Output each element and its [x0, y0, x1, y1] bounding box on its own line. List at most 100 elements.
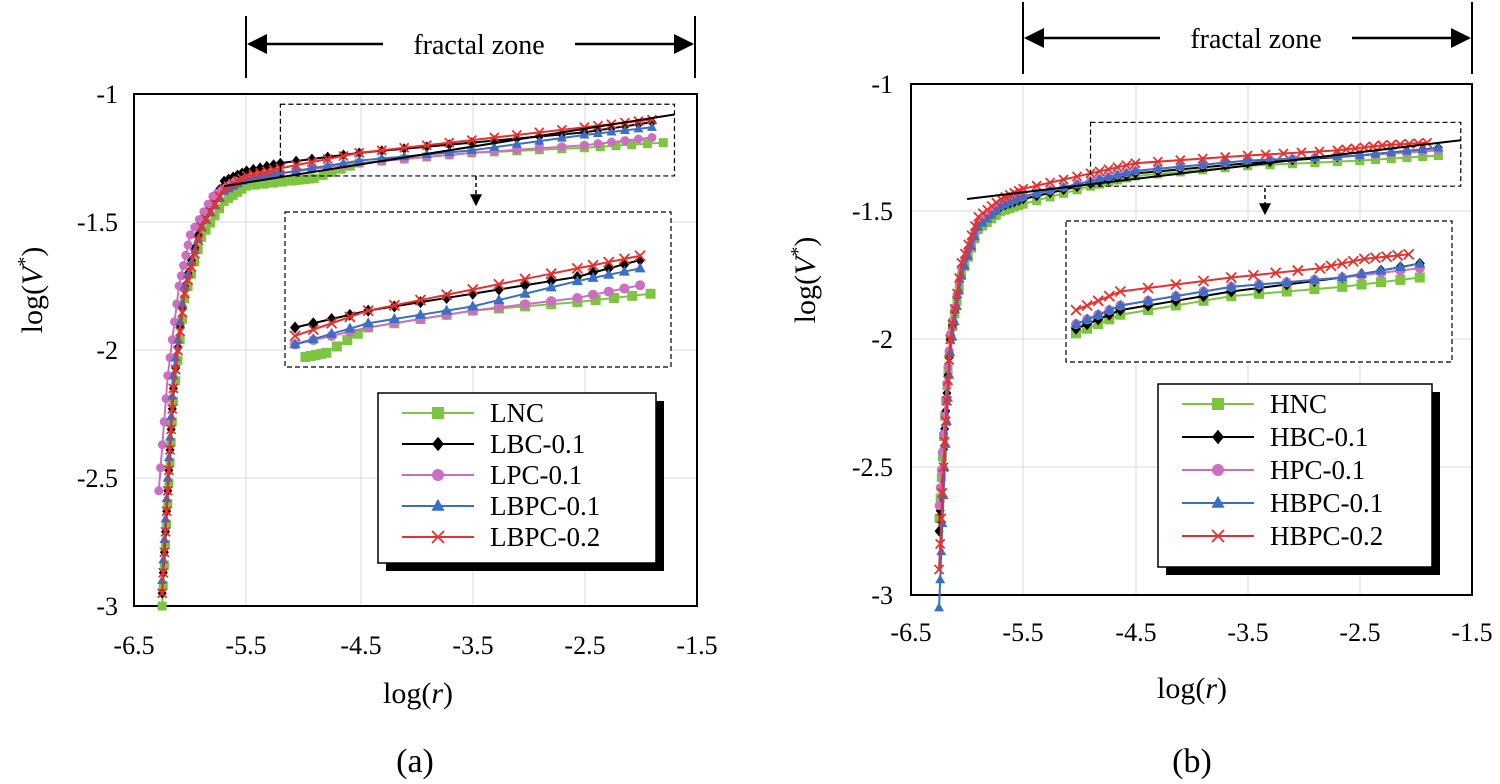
- panel-a-x-axis-label: log(r): [383, 677, 453, 710]
- inset-data-point: [1292, 264, 1304, 277]
- data-point: [376, 145, 387, 156]
- data-point: [168, 383, 179, 394]
- data-point: [168, 370, 179, 380]
- data-point: [323, 151, 333, 163]
- inset-data-point: [1081, 313, 1093, 324]
- data-point: [534, 143, 544, 153]
- data-point: [949, 303, 960, 314]
- data-point: [242, 181, 252, 191]
- panel-b-ytick: -1: [871, 70, 893, 99]
- data-point: [179, 288, 190, 299]
- data-point: [354, 147, 365, 159]
- panel-a-xtick: -3.5: [452, 631, 493, 660]
- inset-data-point: [414, 308, 426, 319]
- inset-data-point: [618, 253, 631, 265]
- legend-entry: HBPC-0.2: [1182, 521, 1383, 551]
- data-point: [189, 248, 200, 259]
- data-point: [1094, 173, 1105, 183]
- inset-data-point: [1170, 290, 1182, 301]
- inset-data-point: [1270, 267, 1282, 279]
- inset-data-point: [362, 304, 374, 317]
- panel-a-plot-frame: [133, 93, 698, 607]
- data-point: [233, 187, 243, 197]
- legend-label: LPC-0.1: [490, 460, 582, 490]
- legend-marker: [432, 407, 444, 419]
- data-point: [309, 173, 319, 183]
- inset-data-point: [545, 268, 557, 280]
- data-point: [556, 132, 567, 142]
- data-point: [1278, 148, 1289, 159]
- data-point: [336, 164, 346, 174]
- legend-entry: HBPC-0.1: [1182, 488, 1383, 518]
- legend-label: LBC-0.1: [490, 429, 585, 459]
- legend-entry: LPC-0.1: [402, 460, 582, 490]
- inset-data-point: [618, 265, 630, 276]
- inset-data-point: [1403, 248, 1415, 260]
- data-point: [938, 462, 949, 473]
- legend-label: HNC: [1270, 389, 1327, 419]
- inset-data-point: [608, 292, 619, 303]
- data-point: [1371, 155, 1381, 165]
- data-point: [157, 588, 168, 599]
- inset-data-point: [1380, 250, 1393, 263]
- data-point: [166, 424, 177, 435]
- data-point: [966, 230, 977, 241]
- data-point: [1031, 180, 1042, 191]
- inset-data-point: [634, 262, 646, 273]
- data-point: [633, 123, 644, 133]
- data-point: [944, 354, 955, 366]
- panel-b-ytick: -2.5: [852, 453, 893, 482]
- inset-data-point: [1308, 273, 1320, 284]
- panel-b-y-ticks: -1 -1.5 -2 -2.5 -3: [852, 70, 893, 610]
- panel-b-x-ticks: -6.5 -5.5 -4.5 -3.5 -2.5 -1.5: [890, 618, 1492, 647]
- data-point: [606, 126, 617, 136]
- data-point: [1350, 143, 1361, 154]
- legend-label: LNC: [490, 398, 544, 428]
- inset-data-point: [519, 287, 531, 298]
- data-point: [190, 257, 200, 267]
- data-point: [627, 140, 637, 150]
- data-point: [1386, 147, 1397, 157]
- inset-data-point: [325, 317, 338, 329]
- data-point: [161, 506, 172, 517]
- data-point: [275, 167, 286, 177]
- data-point: [248, 172, 259, 182]
- data-point: [291, 176, 301, 186]
- inset-data-point: [519, 273, 531, 285]
- data-point: [1421, 137, 1433, 148]
- legend-marker: [432, 469, 444, 481]
- data-point: [579, 129, 590, 139]
- data-point: [934, 602, 944, 612]
- legend-entry: HBC-0.1: [1182, 422, 1368, 452]
- data-point: [658, 138, 668, 148]
- inset-data-point: [603, 268, 615, 279]
- data-point: [354, 155, 365, 165]
- data-point: [1296, 147, 1307, 158]
- data-point: [1103, 171, 1114, 181]
- inset-data-point: [441, 304, 453, 315]
- data-point: [939, 436, 950, 447]
- data-point: [1152, 156, 1163, 167]
- panel-a-ytick: -2: [96, 336, 118, 365]
- inset-data-point: [572, 292, 583, 303]
- panel-a-fit: [223, 113, 675, 188]
- data-point: [196, 221, 207, 233]
- data-point: [300, 175, 310, 185]
- data-point: [647, 121, 657, 131]
- data-point: [322, 153, 333, 165]
- inset-data-point: [1376, 277, 1386, 288]
- data-point: [936, 513, 947, 524]
- panel-a-ytick: -1.5: [77, 208, 118, 237]
- data-point: [1071, 171, 1083, 182]
- data-point: [593, 139, 603, 149]
- data-point: [228, 190, 238, 200]
- data-point: [164, 444, 176, 455]
- data-point: [1018, 191, 1029, 201]
- data-point: [306, 156, 318, 168]
- data-point: [186, 261, 197, 273]
- inset-data-point: [603, 286, 614, 297]
- panel-a-y-axis-label: log(V*): [14, 247, 49, 334]
- data-point: [157, 440, 167, 450]
- legend-marker: [1212, 429, 1224, 445]
